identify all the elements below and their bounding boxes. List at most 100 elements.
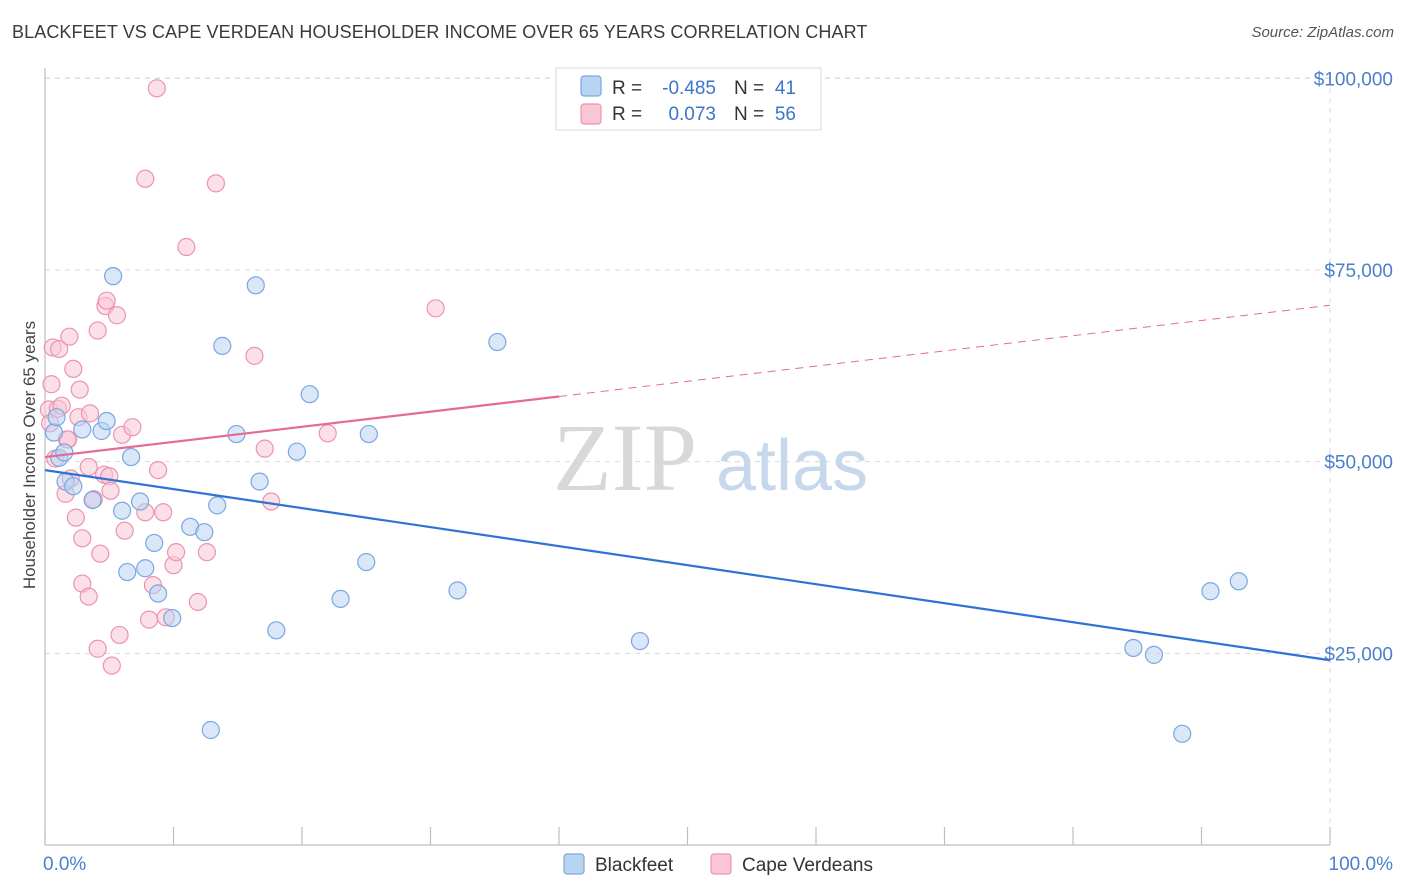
legend-swatch-pink (580, 103, 602, 125)
cape-verdeans-point (139, 610, 159, 629)
x-tick-label: 100.0% (1329, 854, 1394, 875)
cape-verdeans-point (102, 656, 121, 675)
blackfeet-point (357, 552, 376, 572)
blackfeet-point (1173, 724, 1192, 743)
blackfeet-point (148, 584, 168, 603)
y-tick-labels: $25,000 $50,000 $75,000 $100,000 (1314, 69, 1393, 665)
legend-swatch-blue (580, 75, 602, 97)
blackfeet-point (1144, 645, 1164, 664)
cape-verdeans-trend-line (44, 395, 560, 459)
legend-r-label-pink: R = (612, 104, 642, 125)
y-tick-label: $75,000 (1324, 261, 1393, 282)
cape-verdeans-trend-line (558, 304, 1331, 397)
cape-verdeans-point (66, 508, 85, 527)
legend-r-value-blue: -0.485 (662, 78, 716, 99)
cape-verdeans-point (50, 339, 69, 359)
blackfeet-point (630, 631, 650, 651)
cape-verdeans-point (101, 481, 120, 500)
blackfeet-point (44, 423, 64, 442)
x-tick-labels: 0.0% 100.0% (43, 854, 1393, 875)
y-tick-label: $50,000 (1324, 453, 1393, 474)
bottom-swatch-cape-verdeans (710, 853, 732, 875)
cape-verdeans-points (39, 79, 445, 675)
cape-verdeans-point (318, 424, 337, 443)
legend-r-label-blue: R = (612, 78, 642, 99)
cape-verdeans-point (73, 529, 92, 548)
watermark-zip: ZIP (553, 404, 697, 511)
cape-verdeans-point (136, 169, 155, 188)
cape-verdeans-point (110, 625, 129, 645)
blackfeet-point (208, 496, 227, 515)
blackfeet-point (331, 589, 350, 609)
cape-verdeans-point (154, 503, 173, 522)
cape-verdeans-point (97, 291, 116, 310)
blackfeet-point (64, 477, 83, 496)
blackfeet-point (55, 443, 74, 462)
cape-verdeans-point (188, 592, 208, 612)
blackfeet-point (1124, 638, 1143, 658)
cape-verdeans-point (245, 346, 264, 365)
blackfeet-point (246, 276, 265, 295)
blackfeet-point (1229, 572, 1248, 591)
stats-legend: R = -0.485 N = 41 R = 0.073 N = 56 (555, 67, 822, 131)
blackfeet-point (112, 501, 132, 520)
blackfeet-point (1201, 582, 1220, 601)
cape-verdeans-point (91, 544, 110, 563)
cape-verdeans-point (123, 418, 142, 437)
bottom-legend-blackfeet: Blackfeet (595, 855, 674, 876)
blackfeet-point (47, 408, 66, 427)
legend-r-value-pink: 0.073 (668, 104, 716, 125)
cape-verdeans-point (166, 543, 186, 562)
cape-verdeans-point (148, 461, 168, 480)
y-axis-label: Householder Income Over 65 years (20, 321, 39, 589)
cape-verdeans-point (79, 587, 98, 606)
cape-verdeans-point (42, 375, 61, 394)
blackfeet-point (195, 523, 214, 542)
blackfeet-point (118, 562, 137, 582)
blackfeet-points (44, 267, 1248, 743)
watermark: ZIP atlas (553, 404, 868, 511)
blackfeet-point (267, 621, 286, 640)
legend-n-label-blue: N = (734, 78, 764, 99)
cape-verdeans-point (80, 404, 100, 423)
blackfeet-point (201, 720, 220, 740)
series-legend: Blackfeet Cape Verdeans (563, 853, 873, 876)
cape-verdeans-point (255, 439, 274, 458)
cape-verdeans-point (147, 79, 166, 98)
cape-verdeans-point (70, 380, 89, 399)
blackfeet-point (448, 581, 467, 600)
cape-verdeans-point (206, 174, 226, 193)
cape-verdeans-point (64, 359, 83, 378)
blackfeet-point (213, 336, 232, 355)
cape-verdeans-point (60, 327, 79, 346)
bottom-swatch-blackfeet (563, 853, 585, 875)
legend-n-label-pink: N = (734, 104, 764, 125)
grid-lines (45, 77, 1331, 845)
blackfeet-point (73, 420, 92, 439)
trend-lines (44, 304, 1331, 662)
y-tick-label: $100,000 (1314, 69, 1393, 90)
blackfeet-point (163, 608, 182, 628)
blackfeet-point (130, 492, 150, 511)
cape-verdeans-point (107, 306, 127, 325)
y-tick-label: $25,000 (1324, 644, 1393, 665)
blackfeet-point (136, 559, 155, 578)
blackfeet-point (145, 533, 164, 553)
blackfeet-point (83, 490, 102, 510)
chart-title: BLACKFEET VS CAPE VERDEAN HOUSEHOLDER IN… (12, 22, 868, 42)
watermark-atlas: atlas (716, 426, 868, 506)
cape-verdeans-point (262, 492, 281, 511)
legend-n-value-blue: 41 (775, 78, 796, 99)
blackfeet-point (250, 472, 269, 491)
x-tick-label: 0.0% (43, 854, 86, 875)
cape-verdeans-point (79, 457, 98, 477)
cape-verdeans-point (115, 521, 134, 540)
blackfeet-point (121, 447, 141, 467)
cape-verdeans-point (426, 299, 445, 318)
legend-n-value-pink: 56 (775, 104, 796, 125)
cape-verdeans-point (88, 639, 107, 658)
source-credit: Source: ZipAtlas.com (1251, 24, 1394, 41)
cape-verdeans-point (177, 237, 196, 257)
blackfeet-trend-line (44, 469, 1331, 662)
blackfeet-point (488, 332, 507, 352)
